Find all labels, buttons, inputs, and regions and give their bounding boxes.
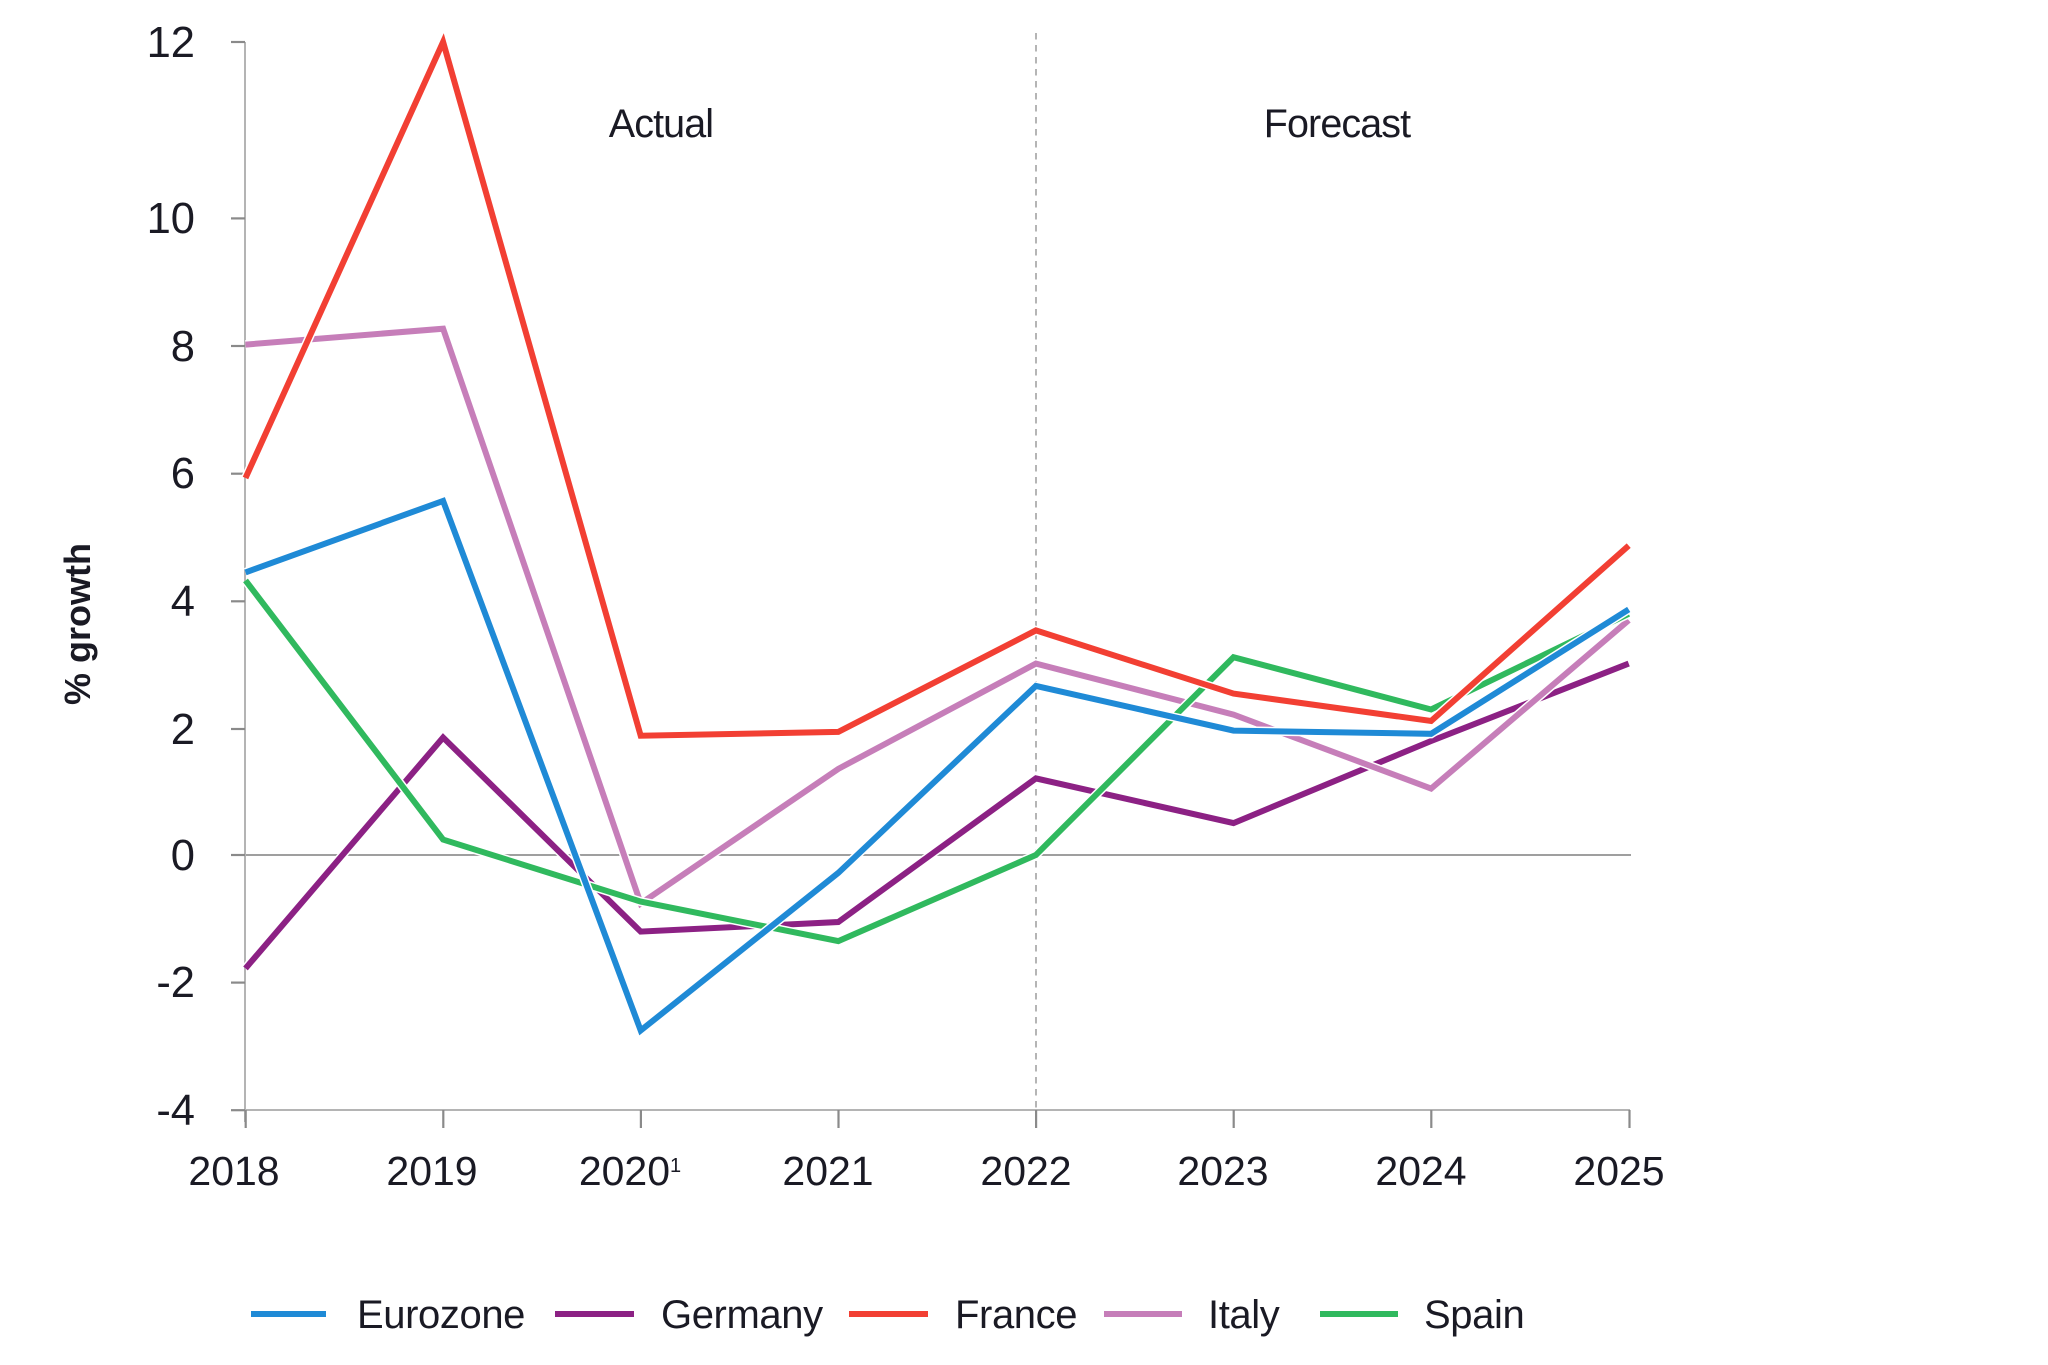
svg-text:Eurozone: Eurozone	[357, 1293, 525, 1337]
svg-text:2025: 2025	[1573, 1148, 1664, 1194]
svg-text:2: 2	[171, 706, 195, 754]
svg-text:2024: 2024	[1375, 1148, 1466, 1194]
svg-text:20201: 20201	[579, 1148, 681, 1194]
svg-text:2023: 2023	[1177, 1148, 1268, 1194]
svg-text:4: 4	[171, 578, 195, 626]
svg-text:6: 6	[171, 450, 195, 498]
svg-text:Spain: Spain	[1424, 1293, 1524, 1337]
svg-text:2021: 2021	[782, 1148, 873, 1194]
svg-text:8: 8	[171, 323, 195, 371]
svg-text:Germany: Germany	[661, 1293, 823, 1337]
svg-text:2022: 2022	[980, 1148, 1071, 1194]
svg-text:0: 0	[171, 832, 195, 880]
svg-text:Forecast: Forecast	[1264, 102, 1411, 146]
svg-text:2019: 2019	[386, 1148, 477, 1194]
svg-text:2018: 2018	[188, 1148, 279, 1194]
svg-text:France: France	[955, 1293, 1077, 1337]
svg-text:10: 10	[147, 195, 195, 243]
svg-text:12: 12	[147, 19, 195, 67]
svg-text:Italy: Italy	[1208, 1293, 1280, 1337]
svg-text:-2: -2	[156, 959, 195, 1007]
svg-text:% growth: % growth	[57, 543, 98, 705]
svg-text:-4: -4	[156, 1087, 195, 1135]
svg-text:Actual: Actual	[609, 102, 713, 146]
